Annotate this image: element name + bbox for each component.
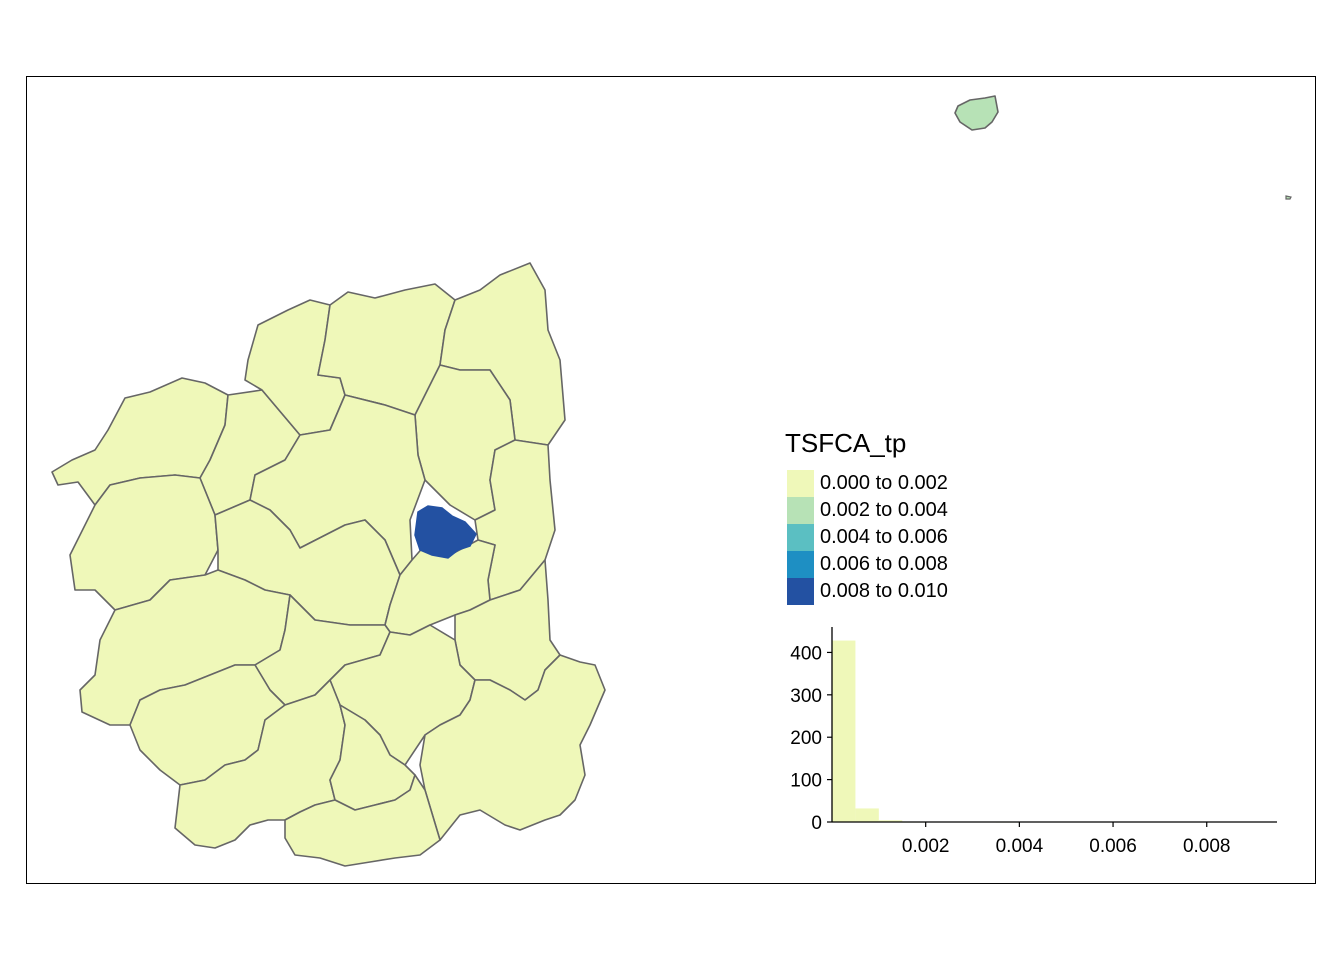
legend-swatch: [787, 524, 814, 551]
legend-label: 0.006 to 0.008: [820, 553, 948, 575]
histogram-y-tick-label: 300: [790, 686, 822, 707]
histogram-y-tick-label: 0: [811, 813, 822, 834]
histogram-y-tick-label: 200: [790, 728, 822, 749]
legend-swatch: [787, 578, 814, 605]
legend-swatch: [787, 551, 814, 578]
mainland-regions: [51, 262, 606, 867]
region[interactable]: [284, 774, 441, 867]
small-island: [1285, 195, 1292, 200]
region[interactable]: [419, 654, 606, 841]
legend-title: TSFCA_tp: [785, 428, 907, 458]
legend-swatch: [787, 470, 814, 497]
map-frame: [26, 76, 1316, 884]
legend-swatch: [787, 497, 814, 524]
histogram-x-tick-label: 0.002: [902, 836, 950, 857]
legend-item: 0.006 to 0.008: [787, 551, 948, 578]
legend-item: 0.002 to 0.004: [787, 497, 948, 524]
highlighted-region[interactable]: [414, 505, 477, 559]
histogram-x-tick-label: 0.004: [996, 836, 1044, 857]
legend-label: 0.004 to 0.006: [820, 526, 948, 548]
legend-item: 0.004 to 0.006: [787, 524, 948, 551]
histogram-x-tick-label: 0.008: [1183, 836, 1231, 857]
histogram-bar: [855, 808, 879, 822]
legend-label: 0.002 to 0.004: [820, 499, 948, 521]
legend-label: 0.000 to 0.002: [820, 472, 948, 494]
legend-item: 0.008 to 0.010: [787, 578, 948, 605]
histogram-x-tick-label: 0.006: [1089, 836, 1137, 857]
island-region[interactable]: [954, 95, 999, 131]
histogram: 0 100 200 300 400 0.002 0.004 0.006 0.008: [790, 627, 1277, 857]
histogram-bar: [832, 640, 856, 822]
legend-label: 0.008 to 0.010: [820, 580, 948, 602]
legend-item: 0.000 to 0.002: [787, 470, 948, 497]
histogram-y-tick-label: 400: [790, 643, 822, 664]
histogram-bar: [878, 820, 903, 822]
histogram-y-tick-label: 100: [790, 771, 822, 792]
